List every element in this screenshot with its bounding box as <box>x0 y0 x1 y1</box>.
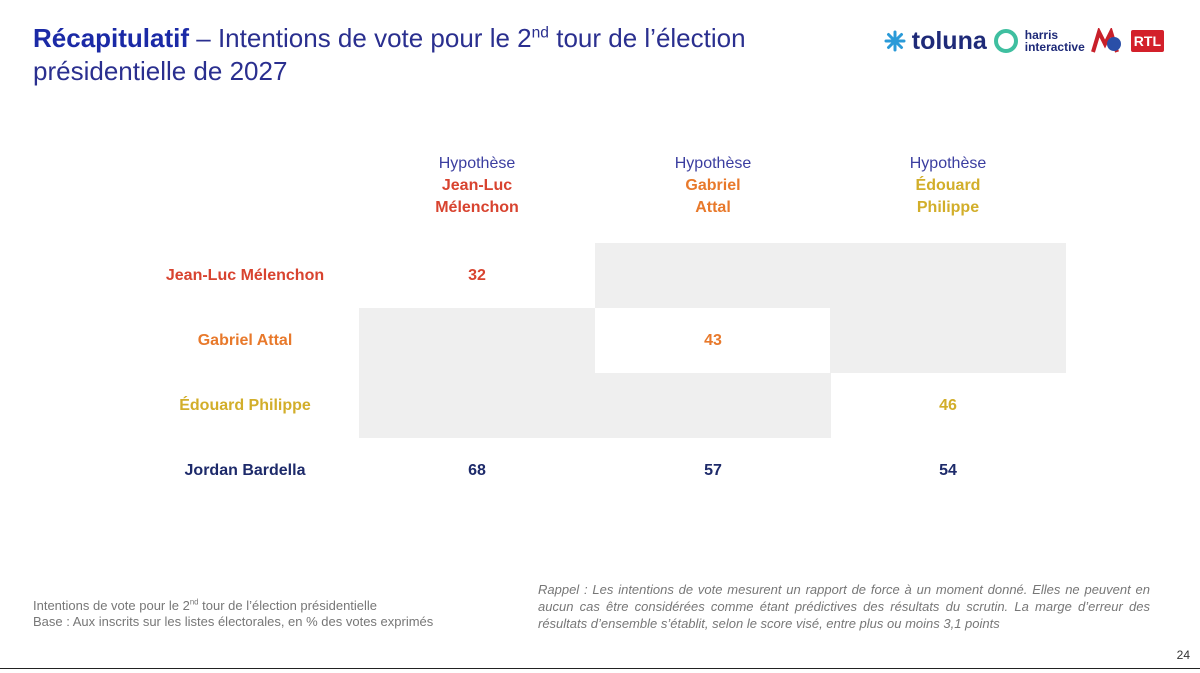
hypothesis: Hypothèse <box>909 155 987 172</box>
logo-text: harris <box>1024 28 1059 42</box>
empty-cell <box>830 308 1066 373</box>
footer-note: Rappel : Les intentions de vote mesurent… <box>538 582 1150 631</box>
footer-line: Intentions de vote pour le 2nd tour de l… <box>33 598 433 614</box>
bottom-rule <box>0 668 1200 669</box>
row-label: Jean-Luc Mélenchon <box>165 267 325 284</box>
title-text: tour de l’élection présidentielle de 202… <box>33 23 746 86</box>
footer-line: Base : Aux inscrits sur les listes élect… <box>33 614 434 629</box>
row-label: Jordan Bardella <box>184 462 306 479</box>
value-cell: 32 <box>468 267 486 284</box>
value-cell: 54 <box>939 462 957 479</box>
value-cell: 57 <box>704 462 722 479</box>
column-header: Hypothèse Édouard Philippe <box>830 153 1066 219</box>
title-text: – Intentions de vote pour le 2 <box>196 23 532 53</box>
logo-toluna: toluna <box>911 26 987 55</box>
candidate: Jean-Luc <box>441 177 513 194</box>
empty-cell <box>595 243 831 308</box>
value-cell: 46 <box>939 397 957 414</box>
candidate: Philippe <box>916 199 980 216</box>
empty-cell <box>359 308 595 373</box>
toluna-icon <box>884 30 906 52</box>
value-cell: 43 <box>704 332 722 349</box>
footer-text: Intentions de vote pour le 2 <box>33 598 190 613</box>
column-header: Hypothèse Gabriel Attal <box>595 153 831 219</box>
logos: toluna harris interactive RTL <box>884 26 1164 56</box>
footer-text: tour de l’élection présidentielle <box>202 598 378 613</box>
value-cell: 68 <box>468 462 486 479</box>
candidate: Attal <box>695 199 731 216</box>
candidate: Mélenchon <box>435 199 519 216</box>
row-label: Gabriel Attal <box>197 332 293 349</box>
footer-left: Intentions de vote pour le 2nd tour de l… <box>33 598 433 630</box>
footer-sup: nd <box>189 597 199 607</box>
column-header: Hypothèse Jean-Luc Mélenchon <box>359 153 595 219</box>
logo-text: interactive <box>1024 40 1085 54</box>
title-bold: Récapitulatif <box>33 23 190 53</box>
m6-logo <box>1090 28 1121 53</box>
logo-harris: harris interactive <box>1025 29 1085 53</box>
hypothesis: Hypothèse <box>438 155 516 172</box>
page-number: 24 <box>1176 648 1190 662</box>
empty-cell <box>830 243 1066 308</box>
title-sup: nd <box>531 24 549 42</box>
empty-cell <box>595 373 831 438</box>
empty-cell <box>359 373 595 438</box>
harris-icon <box>993 29 1018 53</box>
candidate: Édouard <box>915 177 981 194</box>
title: Récapitulatif – Intentions de vote pour … <box>33 22 833 88</box>
hypothesis: Hypothèse <box>674 155 752 172</box>
row-label: Édouard Philippe <box>179 397 311 414</box>
logo-rtl: RTL <box>1130 30 1164 52</box>
candidate: Gabriel <box>685 177 741 194</box>
